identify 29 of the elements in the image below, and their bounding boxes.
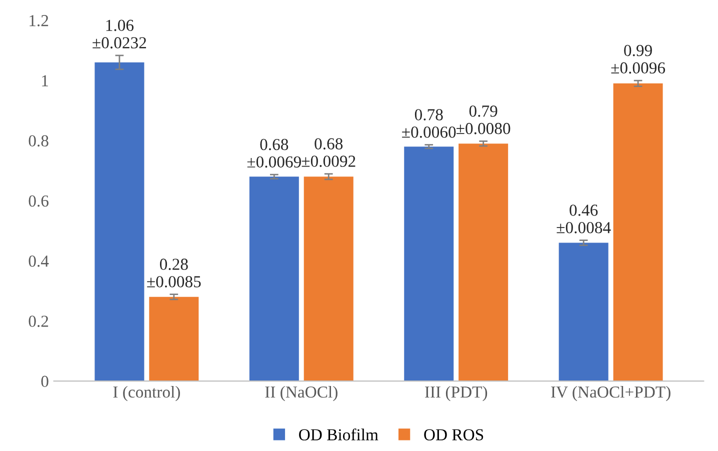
data-label: 0.99 ±0.0096 — [611, 44, 666, 74]
data-label: 0.28 ±0.0085 — [147, 258, 201, 288]
x-tick-label: I (control) — [113, 386, 180, 402]
bar — [149, 296, 199, 382]
data-label: 0.78 ±0.0060 — [402, 109, 456, 138]
data-label: 1.06 ±0.0232 — [92, 20, 146, 48]
y-tick-label: 0.4 — [28, 256, 49, 267]
data-label: 0.68 ±0.0069 — [247, 138, 301, 168]
legend-label: OD Biofilm — [299, 428, 378, 440]
y-tick-label: 0.8 — [28, 135, 48, 147]
bar — [304, 176, 354, 382]
bar — [558, 242, 608, 382]
y-tick-label: 1.2 — [30, 15, 48, 26]
bar — [404, 146, 454, 382]
data-label: 0.46 ±0.0084 — [556, 204, 611, 234]
data-label: 0.79 ±0.0080 — [456, 105, 510, 134]
bar — [458, 144, 508, 382]
data-label: 0.68 ±0.0092 — [302, 138, 356, 167]
y-tick-label: 0.2 — [28, 316, 48, 327]
legend-label: OD ROS — [424, 429, 484, 440]
bar — [94, 62, 144, 382]
x-tick-label: III (PDT) — [425, 386, 488, 402]
y-tick-label: 0 — [41, 376, 48, 388]
bar — [613, 83, 663, 382]
x-tick-label: II (NaOCl) — [265, 386, 338, 402]
y-tick-label: 1 — [42, 75, 48, 86]
x-tick-label: IV (NaOCl+PDT) — [551, 386, 670, 402]
bar — [249, 176, 299, 382]
y-tick-label: 0.6 — [28, 195, 48, 207]
